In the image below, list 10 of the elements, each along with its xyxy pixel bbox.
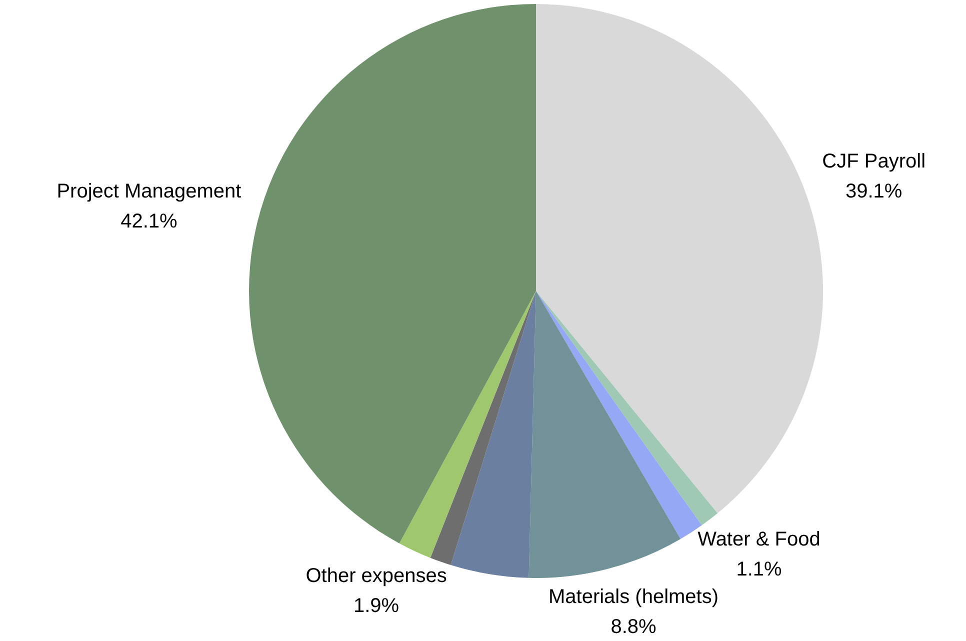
data-label: 39.1% (845, 180, 902, 202)
slice-label: Other expenses (306, 565, 447, 588)
slice-label: Project Management (56, 180, 242, 202)
data-label: 8.8% (610, 616, 656, 638)
data-label: 42.1% (120, 210, 178, 232)
slice-label: CJF Payroll (822, 150, 926, 172)
slice-label: Materials (helmets) (548, 586, 719, 608)
data-label: 1.1% (736, 558, 782, 580)
data-label: 1.9% (354, 595, 400, 618)
slice-label: Water & Food (698, 528, 820, 550)
